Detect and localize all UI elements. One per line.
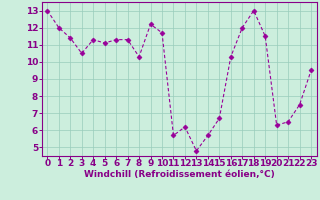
X-axis label: Windchill (Refroidissement éolien,°C): Windchill (Refroidissement éolien,°C): [84, 170, 275, 179]
